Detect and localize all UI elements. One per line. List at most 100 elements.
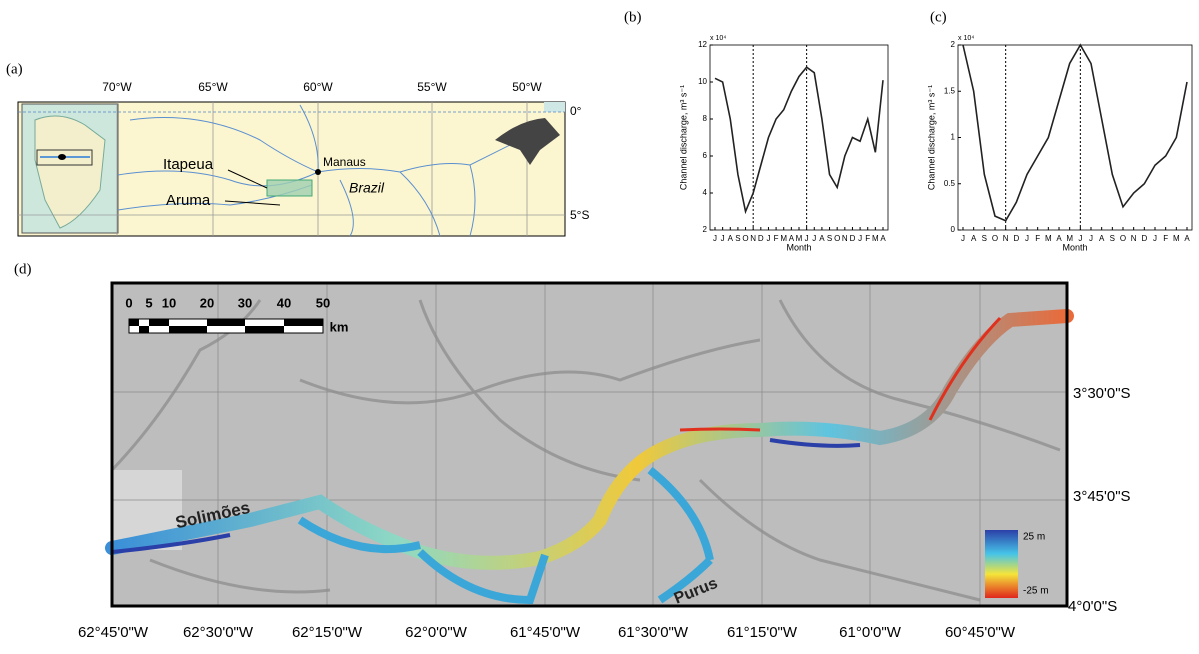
x-tick-label: J — [858, 234, 862, 243]
leader-line — [224, 200, 281, 206]
lon-tick-label: 62°15'0"W — [292, 624, 363, 641]
y-axis-label: Channel discharge, m³ s⁻¹ — [926, 85, 936, 190]
multiplier: x 10⁴ — [958, 35, 974, 42]
x-tick-label: N — [1003, 234, 1009, 243]
y-tick-label: 8 — [703, 114, 708, 123]
x-tick-label: M — [796, 234, 803, 243]
x-tick-label: M — [1045, 234, 1052, 243]
scale-label: 30 — [238, 295, 252, 310]
x-tick-label: J — [713, 234, 717, 243]
legend-label: 25 m — [1023, 532, 1045, 543]
lon-tick-label: 62°30'0"W — [183, 624, 254, 641]
legend-label: -25 m — [1023, 586, 1049, 597]
x-axis-label: Month — [1062, 242, 1087, 252]
x-tick-label: F — [1163, 234, 1168, 243]
x-tick-label: S — [1110, 234, 1115, 243]
x-tick-label: O — [834, 234, 840, 243]
x-tick-label: F — [774, 234, 779, 243]
x-tick-label: S — [827, 234, 832, 243]
lon-tick-label: 61°45'0"W — [510, 624, 581, 641]
x-tick-label: S — [735, 234, 740, 243]
x-tick-label: D — [758, 234, 764, 243]
lat-tick-label: 0° — [570, 104, 582, 118]
x-tick-label: F — [865, 234, 870, 243]
inset-box — [36, 149, 93, 166]
x-tick-label: J — [721, 234, 725, 243]
deposition — [111, 438, 861, 554]
map-frame — [112, 283, 1067, 606]
x-tick-label: M — [872, 234, 879, 243]
x-tick-label: A — [728, 234, 734, 243]
leader-line — [227, 169, 268, 189]
x-tick-label: J — [1078, 234, 1082, 243]
study-box — [266, 179, 313, 197]
continent — [34, 115, 106, 229]
x-tick-label: A — [819, 234, 825, 243]
x-tick-label: J — [1153, 234, 1157, 243]
x-tick-label: D — [1141, 234, 1147, 243]
x-tick-label: D — [1013, 234, 1019, 243]
y-axis-label: Channel discharge, m³ s⁻¹ — [678, 85, 688, 190]
x-tick-label: A — [880, 234, 886, 243]
x-axis-label: Month — [786, 242, 811, 252]
place-label: Manaus — [323, 155, 366, 169]
city-marker — [315, 169, 321, 175]
coastline — [495, 118, 560, 165]
scale-bar — [128, 318, 324, 334]
y-tick-label: 12 — [698, 40, 707, 49]
y-tick-label: 4 — [703, 188, 708, 197]
x-tick-label: M — [780, 234, 787, 243]
lon-tick-label: 70°W — [102, 80, 132, 94]
scale-label: 20 — [200, 295, 214, 310]
lat-tick-label: 4°0'0"S — [1068, 598, 1117, 615]
x-tick-label: F — [1035, 234, 1040, 243]
x-tick-label: M — [1066, 234, 1073, 243]
study-area — [58, 154, 66, 160]
panel-label: (b) — [624, 9, 642, 25]
panel-label: (d) — [14, 261, 32, 277]
x-tick-label: S — [982, 234, 987, 243]
x-tick-label: D — [850, 234, 856, 243]
lon-tick-label: 61°30'0"W — [618, 624, 689, 641]
multiplier: x 10⁴ — [710, 35, 726, 42]
y-tick-label: 6 — [703, 151, 708, 160]
panel-label: (c) — [930, 9, 947, 25]
lon-tick-label: 55°W — [417, 80, 447, 94]
lon-tick-label: 65°W — [198, 80, 228, 94]
place-label: Brazil — [349, 180, 385, 196]
river-channel — [105, 309, 1074, 570]
scale-label: 10 — [162, 295, 176, 310]
x-tick-label: J — [812, 234, 816, 243]
x-tick-label: N — [842, 234, 848, 243]
x-tick-label: J — [1089, 234, 1093, 243]
map-border — [110, 281, 1069, 608]
x-tick-label: A — [1099, 234, 1105, 243]
place-label: Itapeua — [163, 156, 214, 173]
line — [714, 66, 884, 215]
x-tick-label: O — [1120, 234, 1126, 243]
x-tick-label: O — [992, 234, 998, 243]
y-tick-label: 2 — [703, 225, 708, 234]
scour — [679, 316, 1002, 432]
line — [962, 43, 1188, 222]
y-tick-label: 0 — [951, 225, 956, 234]
lon-tick-label: 61°15'0"W — [727, 624, 798, 641]
x-tick-label: J — [1025, 234, 1029, 243]
x-tick-label: J — [766, 234, 770, 243]
lon-tick-label: 61°0'0"W — [839, 624, 902, 641]
floodplain — [110, 299, 1061, 602]
y-tick-label: 10 — [698, 77, 707, 86]
lon-tick-label: 50°W — [512, 80, 542, 94]
lat-tick-label: 3°45'0"S — [1073, 488, 1131, 505]
y-tick-label: 1 — [951, 133, 956, 142]
place-label: Aruma — [166, 192, 211, 209]
map-a: Itapeua Aruma Manaus Brazil 70°W 65°W 60… — [17, 80, 589, 237]
lon-tick-label: 62°45'0"W — [78, 624, 149, 641]
lon-tick-label: 60°W — [303, 80, 333, 94]
lat-tick-label: 5°S — [570, 208, 589, 222]
scale-label: 0 — [125, 295, 132, 310]
color-bar — [985, 530, 1018, 598]
x-tick-label: M — [1173, 234, 1180, 243]
y-tick-label: 0.5 — [944, 179, 956, 188]
